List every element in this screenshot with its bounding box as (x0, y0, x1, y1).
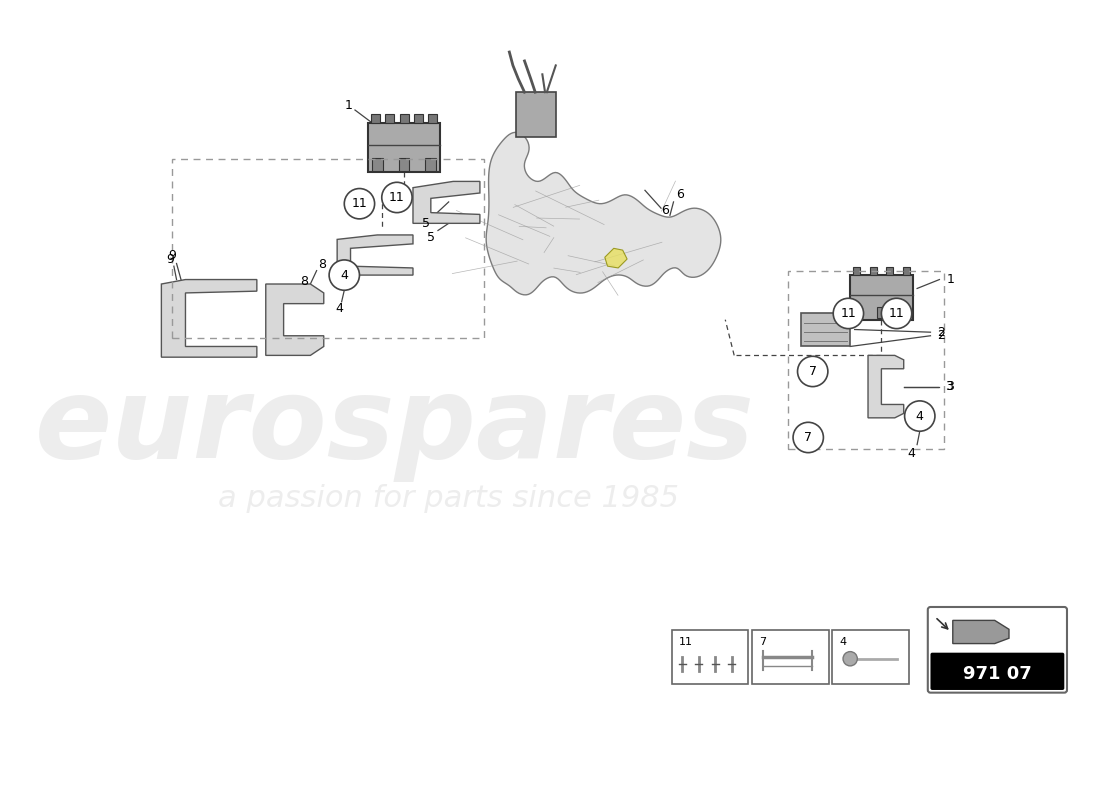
Circle shape (843, 652, 857, 666)
FancyBboxPatch shape (426, 158, 437, 170)
Text: 7: 7 (808, 365, 816, 378)
Circle shape (329, 260, 360, 290)
Text: 11: 11 (889, 307, 904, 320)
Text: 3: 3 (946, 380, 955, 393)
Text: 11: 11 (679, 638, 693, 647)
Polygon shape (605, 248, 627, 268)
Text: 1: 1 (344, 99, 353, 112)
Polygon shape (953, 620, 1009, 643)
FancyBboxPatch shape (903, 267, 910, 275)
Text: 4: 4 (336, 302, 343, 315)
FancyBboxPatch shape (672, 630, 748, 684)
Text: 3: 3 (945, 380, 953, 393)
FancyBboxPatch shape (752, 630, 828, 684)
FancyBboxPatch shape (368, 123, 440, 173)
Text: a passion for parts since 1985: a passion for parts since 1985 (218, 484, 679, 513)
FancyBboxPatch shape (399, 114, 408, 123)
Text: eurospares: eurospares (35, 371, 755, 482)
FancyBboxPatch shape (516, 92, 556, 137)
Text: 8: 8 (300, 275, 308, 288)
Polygon shape (412, 182, 480, 223)
Text: 9: 9 (168, 249, 176, 262)
Text: 1: 1 (946, 273, 955, 286)
Text: 2: 2 (937, 330, 946, 342)
FancyBboxPatch shape (869, 267, 877, 275)
Polygon shape (486, 132, 720, 295)
Circle shape (798, 356, 828, 386)
FancyBboxPatch shape (852, 307, 861, 318)
Text: 11: 11 (389, 191, 405, 204)
FancyBboxPatch shape (901, 307, 910, 318)
Circle shape (881, 298, 912, 329)
Polygon shape (266, 284, 323, 355)
Circle shape (904, 401, 935, 431)
FancyBboxPatch shape (398, 158, 409, 170)
FancyBboxPatch shape (414, 114, 422, 123)
Circle shape (793, 422, 824, 453)
FancyBboxPatch shape (833, 630, 909, 684)
Text: 5: 5 (422, 217, 430, 230)
FancyBboxPatch shape (372, 158, 383, 170)
Circle shape (382, 182, 412, 213)
FancyBboxPatch shape (931, 653, 1065, 690)
Text: 971 07: 971 07 (962, 665, 1032, 683)
Text: 6: 6 (676, 188, 684, 202)
FancyBboxPatch shape (852, 267, 860, 275)
Circle shape (344, 189, 375, 219)
FancyBboxPatch shape (385, 114, 394, 123)
FancyBboxPatch shape (877, 307, 886, 318)
Text: 9: 9 (166, 253, 174, 266)
FancyBboxPatch shape (927, 607, 1067, 693)
Text: 8: 8 (318, 258, 326, 271)
FancyBboxPatch shape (850, 275, 913, 320)
FancyBboxPatch shape (428, 114, 437, 123)
Text: 4: 4 (839, 638, 847, 647)
Text: 11: 11 (352, 198, 367, 210)
Polygon shape (868, 355, 904, 418)
FancyBboxPatch shape (801, 313, 850, 346)
Text: 6: 6 (661, 204, 669, 218)
Text: 2: 2 (937, 326, 946, 338)
Text: 5: 5 (427, 231, 434, 244)
Text: 7: 7 (804, 431, 812, 444)
Circle shape (833, 298, 864, 329)
Polygon shape (162, 279, 256, 357)
Text: 11: 11 (840, 307, 856, 320)
Text: 7: 7 (759, 638, 767, 647)
Text: 4: 4 (340, 269, 349, 282)
FancyBboxPatch shape (887, 267, 893, 275)
FancyBboxPatch shape (371, 114, 380, 123)
Text: 4: 4 (908, 447, 915, 460)
Text: 4: 4 (916, 410, 924, 422)
Polygon shape (337, 235, 412, 275)
